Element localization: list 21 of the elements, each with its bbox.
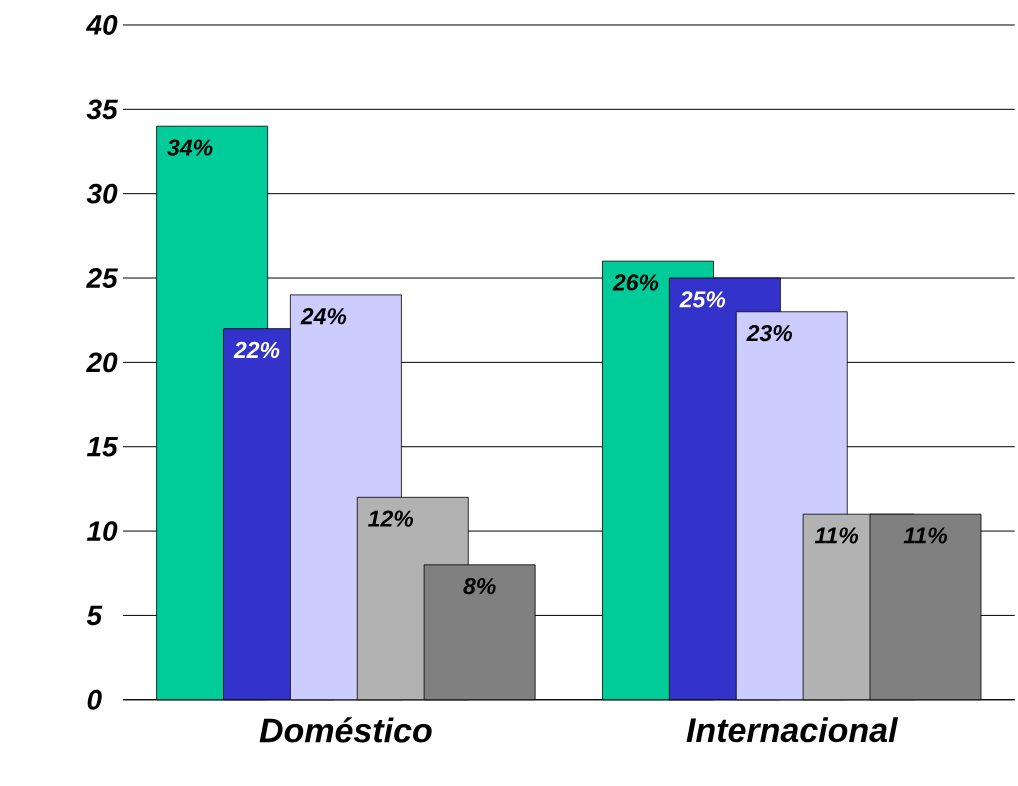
y-tick-label: 5 (86, 605, 103, 626)
data-label: 8% (463, 578, 496, 595)
data-label: 12% (368, 510, 414, 527)
data-label: 34% (167, 139, 213, 156)
data-label: 24% (300, 308, 347, 325)
y-tick-label: 25 (86, 268, 118, 289)
data-label: 11% (903, 527, 948, 544)
y-tick-label: 40 (86, 15, 118, 36)
data-label: 23% (746, 325, 793, 342)
x-tick-label: Doméstico (259, 717, 432, 743)
y-tick-label: 30 (86, 183, 118, 204)
y-tick-label: 20 (86, 352, 118, 373)
y-tick-label: 10 (86, 521, 118, 542)
x-tick-label: Internacional (686, 717, 899, 743)
data-label: 25% (679, 291, 726, 308)
y-tick-label: 35 (86, 99, 118, 120)
data-label: 11% (814, 527, 859, 544)
data-label: 26% (612, 274, 659, 291)
data-label: 22% (233, 341, 280, 359)
y-tick-label: 15 (86, 437, 118, 457)
y-tick-label: 0 (87, 689, 102, 710)
